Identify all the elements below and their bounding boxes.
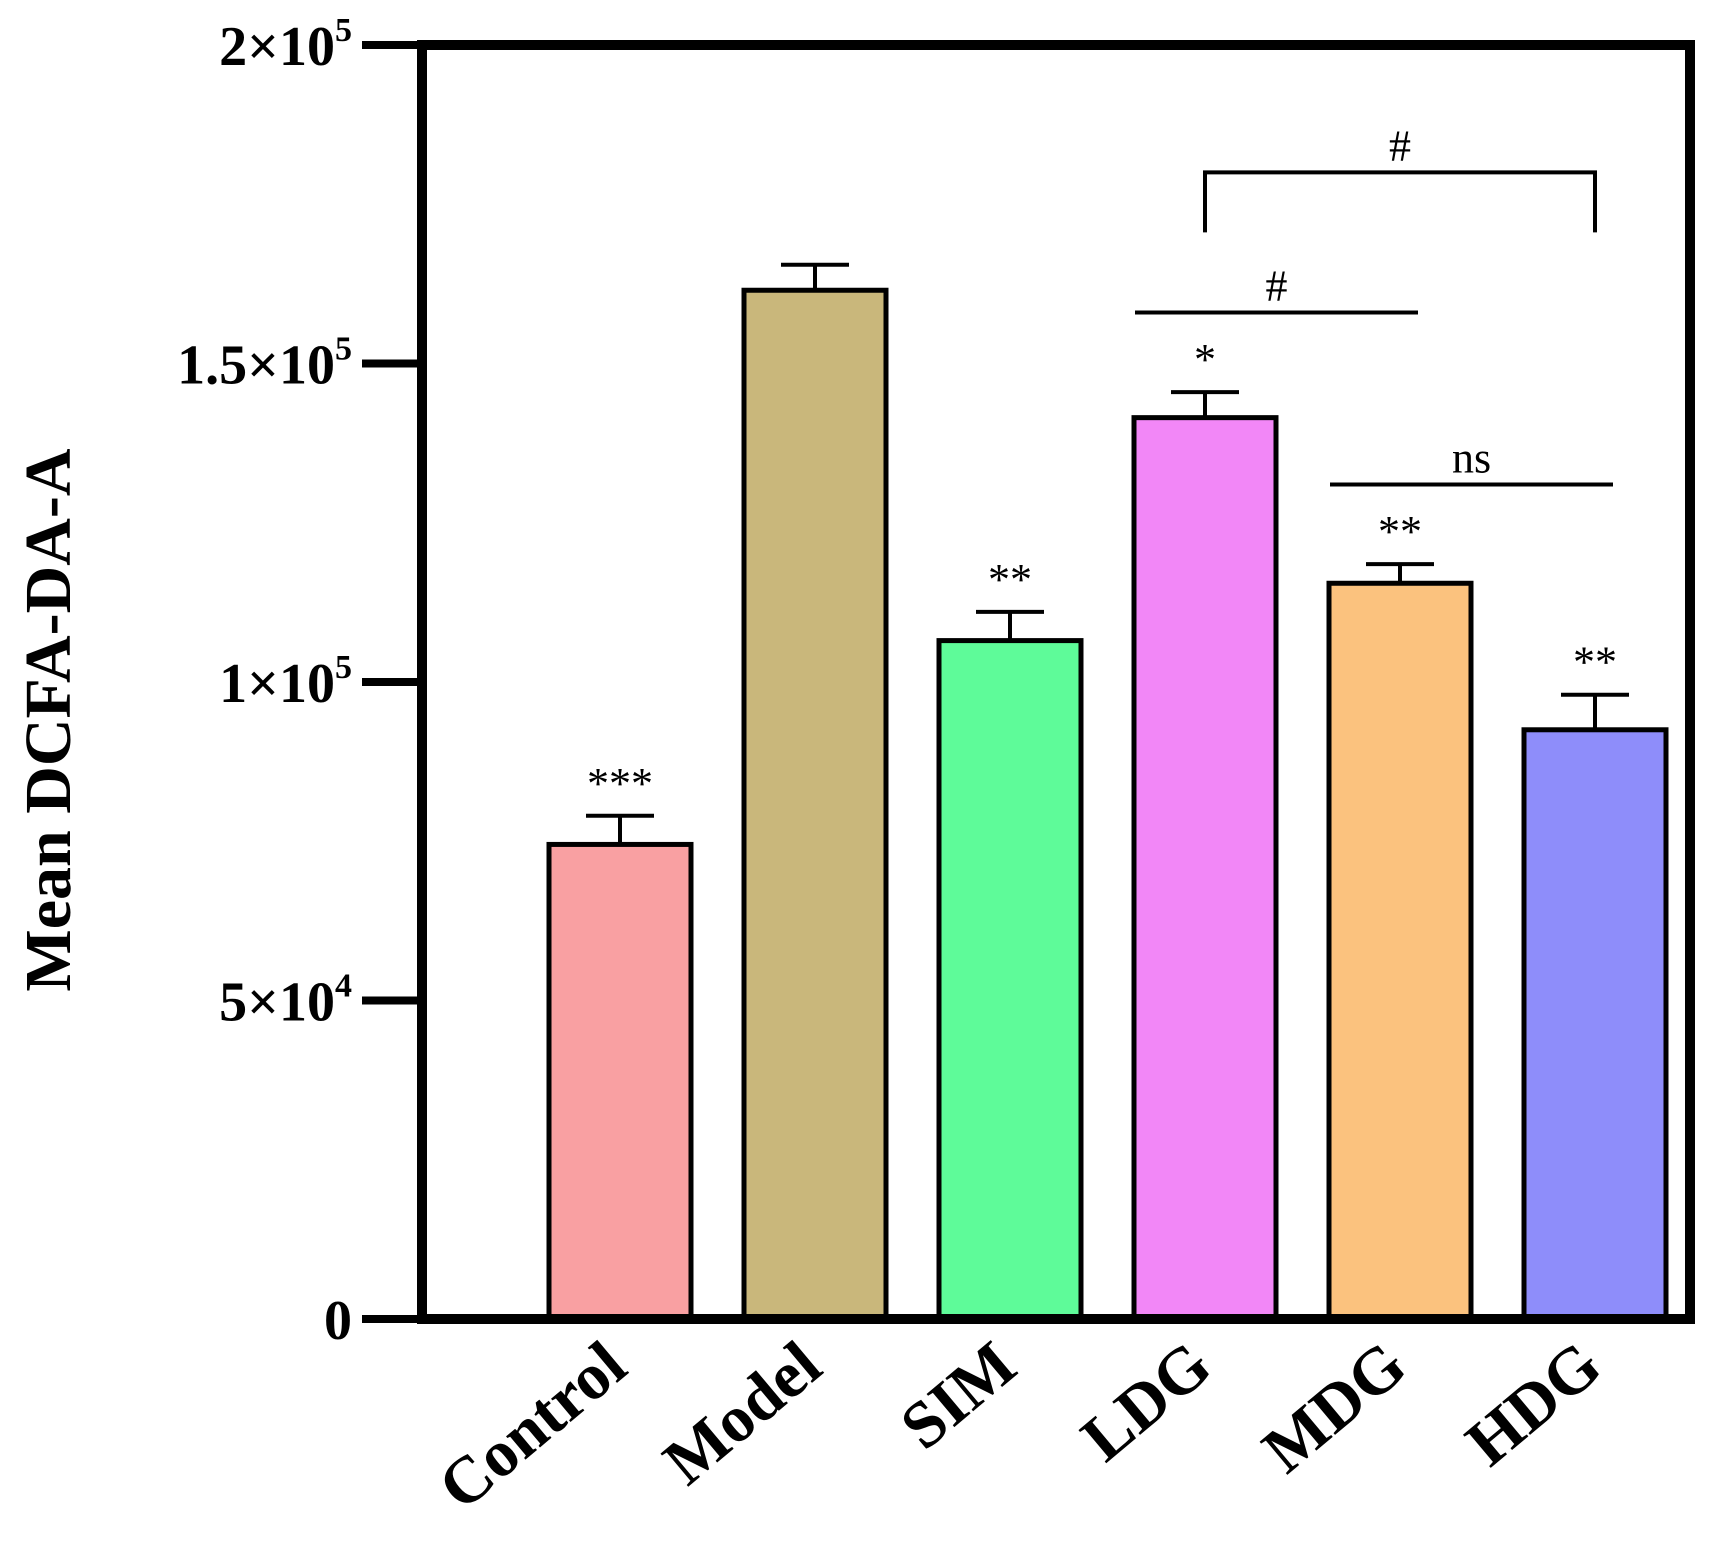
y-tick-label: 1.5×105 — [177, 331, 352, 397]
significance-label: *** — [587, 759, 653, 808]
bar-ldg — [1131, 415, 1279, 1322]
comparison-label: # — [1389, 121, 1411, 170]
comparison-label: # — [1266, 262, 1288, 311]
bar-model — [741, 287, 889, 1322]
bar-hdg — [1521, 727, 1669, 1322]
x-tick-label: SIM — [887, 1328, 1029, 1464]
comparison-bracket — [1203, 170, 1597, 233]
x-tick-label: LDG — [1068, 1328, 1224, 1476]
bar-control — [546, 841, 694, 1322]
bars — [546, 262, 1669, 1322]
y-tick-label: 5×104 — [219, 968, 352, 1034]
y-axis-ticks: 0 5×104 1×105 1.5×105 2×105 — [177, 12, 422, 1352]
y-tick-label: 2×105 — [219, 12, 352, 78]
significance-label: * — [1194, 335, 1216, 384]
significance-label: ** — [1573, 638, 1617, 687]
y-tick-label: 0 — [324, 1290, 352, 1352]
x-tick-label: Model — [650, 1328, 835, 1499]
x-tick-label: HDG — [1453, 1328, 1615, 1481]
comparison-brackets: # # ns — [1135, 121, 1613, 487]
bar-sim — [936, 638, 1084, 1322]
plot-frame — [417, 40, 1695, 1324]
significance-label: ** — [1378, 507, 1422, 556]
bar-mdg — [1326, 580, 1474, 1322]
comparison-label: ns — [1452, 434, 1491, 483]
significance-label: ** — [988, 555, 1032, 604]
x-axis-labels: Control Model SIM LDG MDG HDG — [425, 1328, 1615, 1525]
x-tick-label: MDG — [1249, 1328, 1419, 1488]
significance-markers: ********** — [587, 335, 1617, 808]
y-axis-title: Mean DCFA-DA-A — [12, 448, 85, 991]
y-tick-label: 1×105 — [219, 649, 352, 715]
x-tick-label: Control — [425, 1328, 640, 1525]
